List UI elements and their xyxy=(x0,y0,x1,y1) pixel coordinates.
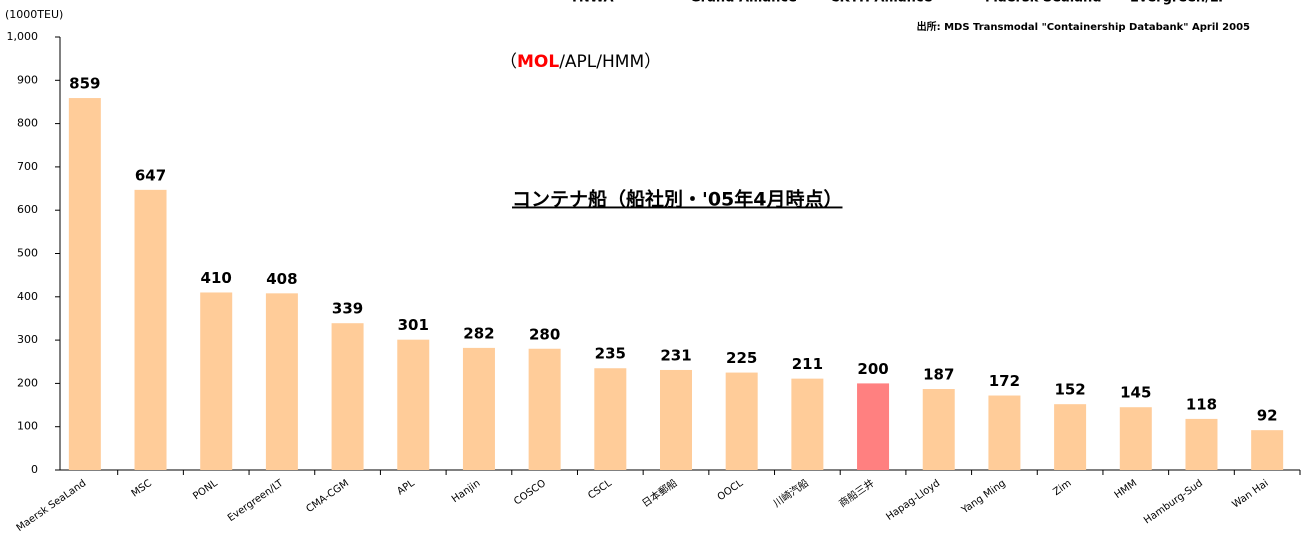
unit-label: (1000TEU) xyxy=(5,8,63,21)
value-label: 231 xyxy=(660,346,691,364)
bar xyxy=(1119,407,1152,470)
bar xyxy=(1251,430,1284,470)
subtitle-open: （ xyxy=(500,52,517,72)
bar xyxy=(988,395,1021,470)
bar xyxy=(725,372,758,470)
x-tick-label: CMA-CGM xyxy=(304,478,351,515)
x-tick-label: 川崎汽船 xyxy=(771,476,811,510)
value-label: 339 xyxy=(332,300,363,318)
subtitle: （MOL/APL/HMM） xyxy=(500,52,661,72)
bar xyxy=(134,189,167,470)
bar xyxy=(922,389,955,470)
x-tick-label: OOCL xyxy=(716,478,746,503)
y-tick-label: 900 xyxy=(17,73,38,86)
value-label: 211 xyxy=(792,355,823,373)
y-tick-label: 800 xyxy=(17,117,38,130)
x-tick-label: HMM xyxy=(1113,478,1140,501)
x-tick-label: CSCL xyxy=(586,478,614,502)
x-tick-label: Maersk SeaLand xyxy=(15,478,89,534)
value-label: 152 xyxy=(1054,381,1085,399)
y-tick-label: 500 xyxy=(17,247,38,260)
value-label: 200 xyxy=(857,360,888,378)
chart-title: コンテナ船（船社別・'05年4月時点） xyxy=(512,188,842,211)
value-label: 647 xyxy=(135,166,166,184)
bar xyxy=(331,323,364,470)
subtitle-highlight: MOL xyxy=(517,52,559,72)
header-label: TNWA xyxy=(570,0,614,6)
x-tick-label: MSC xyxy=(130,478,154,500)
bar xyxy=(265,293,298,470)
subtitle-rest: /APL/HMM） xyxy=(559,52,661,72)
header-label: Grand Alliance xyxy=(690,0,797,6)
value-label: 410 xyxy=(201,269,232,287)
value-label: 301 xyxy=(398,316,429,334)
bar xyxy=(200,292,233,470)
x-tick-label: COSCO xyxy=(512,478,548,508)
y-tick-label: 300 xyxy=(17,333,38,346)
value-label: 408 xyxy=(266,270,297,288)
value-label: 172 xyxy=(989,372,1020,390)
value-label: 859 xyxy=(69,75,100,93)
bar xyxy=(1185,418,1218,470)
x-tick-label: Hamburg-Sud xyxy=(1142,478,1205,527)
value-label: 225 xyxy=(726,349,757,367)
value-label: 187 xyxy=(923,366,954,384)
x-tick-label: Hapag-Lloyd xyxy=(884,478,942,523)
x-tick-label: 商船三井 xyxy=(836,476,876,510)
y-tick-label: 0 xyxy=(31,463,38,476)
x-tick-label: Wan Hai xyxy=(1230,478,1270,511)
source: 出所: MDS Transmodal "Containership Databa… xyxy=(917,20,1250,33)
x-tick-label: Yang Ming xyxy=(959,478,1008,517)
y-tick-label: 1,000 xyxy=(7,30,39,43)
bar xyxy=(462,347,495,470)
value-label: 280 xyxy=(529,325,560,343)
bar xyxy=(791,378,824,470)
bar xyxy=(1054,404,1087,470)
y-tick-label: 700 xyxy=(17,160,38,173)
value-label: 235 xyxy=(595,345,626,363)
bar xyxy=(594,368,627,470)
bar xyxy=(68,98,101,470)
y-tick-label: 100 xyxy=(17,420,38,433)
x-tick-label: Hanjin xyxy=(450,478,482,505)
x-tick-label: Zim xyxy=(1051,478,1073,498)
bar xyxy=(397,339,430,470)
value-label: 118 xyxy=(1186,395,1217,413)
x-tick-label: PONL xyxy=(191,478,220,503)
header-label: CKYH Alliance xyxy=(830,0,933,6)
x-tick-label: Evergreen/LT xyxy=(226,477,286,524)
header-label: Maersk Sealand xyxy=(985,0,1102,6)
y-tick-label: 600 xyxy=(17,203,38,216)
header-label: Evergreen/LT xyxy=(1130,0,1225,6)
value-label: 282 xyxy=(463,324,494,342)
value-label: 145 xyxy=(1120,384,1151,402)
value-label: 92 xyxy=(1257,407,1278,425)
x-tick-label: 日本郵船 xyxy=(639,476,679,510)
bar xyxy=(528,348,561,470)
y-tick-label: 400 xyxy=(17,290,38,303)
y-tick-label: 200 xyxy=(17,376,38,389)
x-tick-label: APL xyxy=(395,478,417,498)
bar xyxy=(857,383,890,470)
bar xyxy=(660,369,692,470)
